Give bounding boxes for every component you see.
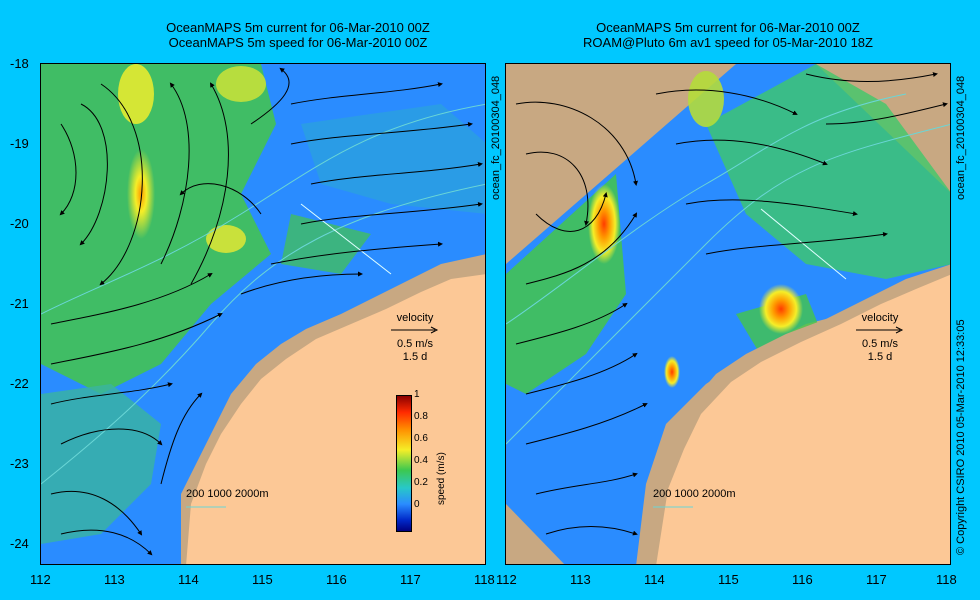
x-tick: 118 xyxy=(936,572,957,587)
velocity-label: velocity xyxy=(861,312,899,324)
isobath-line-icon xyxy=(186,506,226,508)
velocity-label: velocity xyxy=(396,312,434,324)
colorbar-tick: 0.2 xyxy=(414,477,428,488)
velocity-duration: 1.5 d xyxy=(867,351,893,363)
right-map xyxy=(506,64,950,564)
x-tick: 113 xyxy=(570,572,591,587)
right-map-panel xyxy=(505,63,951,565)
x-tick: 117 xyxy=(400,572,421,587)
right-title-line1: OceanMAPS 5m current for 06-Mar-2010 00Z xyxy=(596,20,860,35)
x-tick: 113 xyxy=(104,572,125,587)
x-tick: 112 xyxy=(496,572,517,587)
velocity-duration: 1.5 d xyxy=(402,351,428,363)
colorbar xyxy=(396,395,412,532)
y-tick: -18 xyxy=(10,56,29,71)
colorbar-tick: 0 xyxy=(414,499,420,510)
y-tick: -20 xyxy=(10,216,29,231)
x-tick: 118 xyxy=(474,572,495,587)
x-tick: 117 xyxy=(866,572,887,587)
right-panel-id: ocean_fc_20100304_048 xyxy=(955,75,967,200)
isobath-line-icon xyxy=(653,506,693,508)
colorbar-label: speed (m/s) xyxy=(436,452,447,505)
y-tick: -21 xyxy=(10,296,29,311)
x-tick: 116 xyxy=(792,572,813,587)
colorbar-tick: 0.8 xyxy=(414,411,428,422)
y-tick: -19 xyxy=(10,136,29,151)
left-panel-id: ocean_fc_20100304_048 xyxy=(490,75,502,200)
y-tick: -22 xyxy=(10,376,29,391)
colorbar-tick: 1 xyxy=(414,389,420,400)
isobath-label: 200 1000 2000m xyxy=(186,488,269,500)
right-title-line2: ROAM@Pluto 6m av1 speed for 05-Mar-2010 … xyxy=(583,35,873,50)
left-title-line1: OceanMAPS 5m current for 06-Mar-2010 00Z xyxy=(166,20,430,35)
isobath-label: 200 1000 2000m xyxy=(653,488,736,500)
copyright-text: © Copyright CSIRO 2010 05-Mar-2010 12:33… xyxy=(955,319,967,555)
colorbar-tick: 0.6 xyxy=(414,433,428,444)
colorbar-tick: 0.4 xyxy=(414,455,428,466)
velocity-scale: 0.5 m/s xyxy=(861,338,899,350)
left-title: OceanMAPS 5m current for 06-Mar-2010 00Z… xyxy=(112,20,484,50)
x-tick: 115 xyxy=(252,572,273,587)
velocity-arrow-icon xyxy=(391,326,439,334)
x-tick: 116 xyxy=(326,572,347,587)
left-title-line2: OceanMAPS 5m speed for 06-Mar-2010 00Z xyxy=(168,35,428,50)
velocity-arrow-icon xyxy=(856,326,904,334)
x-tick: 114 xyxy=(178,572,199,587)
isobath-legend-left: 200 1000 2000m xyxy=(186,488,269,512)
y-tick: -23 xyxy=(10,456,29,471)
x-tick: 115 xyxy=(718,572,739,587)
x-tick: 114 xyxy=(644,572,665,587)
velocity-legend-left: velocity 0.5 m/s 1.5 d xyxy=(385,312,445,364)
right-title: OceanMAPS 5m current for 06-Mar-2010 00Z… xyxy=(505,20,951,50)
y-tick: -24 xyxy=(10,536,29,551)
velocity-scale: 0.5 m/s xyxy=(396,338,434,350)
velocity-legend-right: velocity 0.5 m/s 1.5 d xyxy=(850,312,910,364)
x-tick: 112 xyxy=(30,572,51,587)
isobath-legend-right: 200 1000 2000m xyxy=(653,488,736,512)
